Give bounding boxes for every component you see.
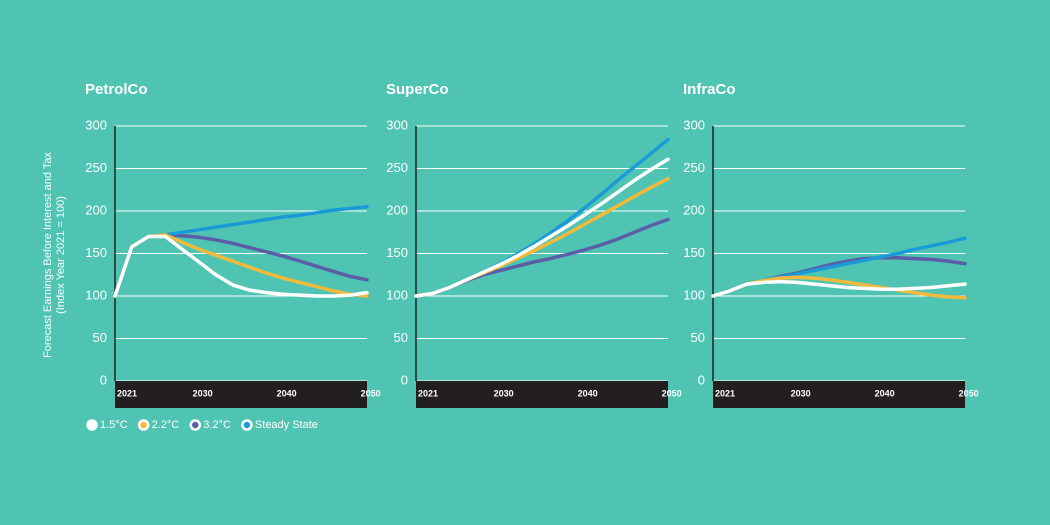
legend-label: 3.2°C — [203, 419, 231, 431]
legend-marker — [189, 419, 202, 431]
y-tick-label: 50 — [691, 330, 705, 345]
y-tick-label: 250 — [85, 160, 107, 175]
chart-title: SuperCo — [386, 81, 449, 98]
x-axis-band — [115, 381, 367, 408]
x-tick-label: 2021 — [418, 388, 438, 398]
y-tick-label: 250 — [386, 160, 408, 175]
y-tick-label: 200 — [386, 202, 408, 217]
y-tick-label: 150 — [85, 245, 107, 260]
y-axis-label: (Index Year 2021 = 100) — [55, 196, 67, 314]
y-tick-label: 300 — [386, 117, 408, 132]
y-tick-label: 150 — [386, 245, 408, 260]
legend-label: 2.2°C — [152, 419, 180, 431]
y-tick-label: 100 — [683, 287, 705, 302]
x-tick-label: 2040 — [875, 388, 895, 398]
x-axis-band — [713, 381, 965, 408]
chart-title: PetrolCo — [85, 81, 148, 98]
y-tick-label: 300 — [85, 117, 107, 132]
y-tick-label: 50 — [93, 330, 107, 345]
legend-marker — [137, 419, 150, 431]
y-tick-label: 200 — [85, 202, 107, 217]
legend-marker — [86, 419, 98, 431]
y-tick-label: 200 — [683, 202, 705, 217]
y-tick-label: 0 — [100, 372, 107, 387]
y-tick-label: 0 — [698, 372, 705, 387]
x-tick-label: 2030 — [494, 388, 514, 398]
x-tick-label: 2021 — [715, 388, 735, 398]
line-series — [113, 205, 369, 298]
x-tick-label: 2040 — [277, 388, 297, 398]
y-tick-label: 250 — [683, 160, 705, 175]
x-tick-label: 2050 — [662, 388, 682, 398]
line-series — [414, 157, 670, 298]
y-tick-label: 50 — [394, 330, 408, 345]
x-tick-label: 2021 — [117, 388, 137, 398]
legend-label: Steady State — [255, 419, 318, 431]
line-series — [711, 256, 967, 298]
y-tick-label: 150 — [683, 245, 705, 260]
y-tick-label: 100 — [85, 287, 107, 302]
y-tick-label: 100 — [386, 287, 408, 302]
y-tick-label: 300 — [683, 117, 705, 132]
line-series — [711, 279, 967, 298]
x-tick-label: 2040 — [578, 388, 598, 398]
x-tick-label: 2050 — [361, 388, 381, 398]
line-series — [414, 137, 670, 298]
legend-label: 1.5°C — [100, 419, 128, 431]
legend-marker — [241, 419, 253, 431]
x-axis-band — [416, 381, 668, 408]
x-tick-label: 2030 — [791, 388, 811, 398]
chart-title: InfraCo — [683, 81, 736, 98]
x-tick-label: 2030 — [193, 388, 213, 398]
line-series — [113, 234, 369, 298]
x-tick-label: 2050 — [959, 388, 979, 398]
y-axis-label: Forecast Earnings Before Interest and Ta… — [42, 152, 54, 358]
y-tick-label: 0 — [401, 372, 408, 387]
